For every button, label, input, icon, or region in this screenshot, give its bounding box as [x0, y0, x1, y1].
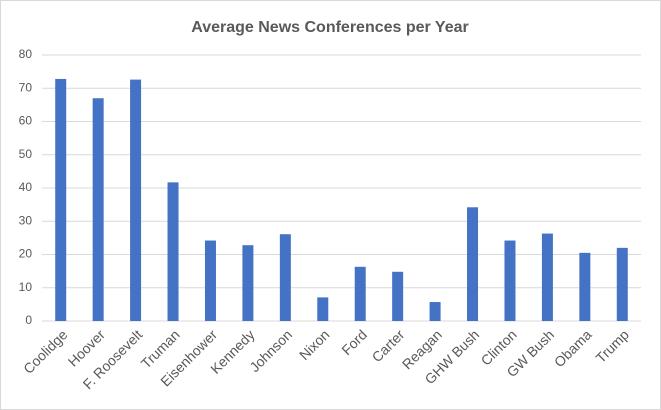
bar [467, 207, 479, 321]
y-tick-label: 60 [19, 114, 33, 128]
y-tick-label: 10 [19, 280, 33, 294]
bar [504, 240, 516, 321]
bar [130, 79, 142, 321]
bar [579, 252, 591, 321]
bar [92, 98, 104, 321]
y-tick-label: 40 [19, 180, 33, 194]
bar [616, 247, 628, 321]
y-tick-label: 20 [19, 247, 33, 261]
bar [55, 78, 67, 321]
bar [204, 240, 216, 321]
bar [392, 271, 404, 321]
bar [279, 234, 291, 321]
chart-title: Average News Conferences per Year [191, 19, 468, 36]
y-tick-label: 80 [19, 47, 33, 61]
bar [541, 233, 553, 321]
bar [317, 297, 329, 321]
y-tick-label: 30 [19, 213, 33, 227]
y-tick-label: 70 [19, 80, 33, 94]
y-tick-label: 0 [25, 313, 32, 327]
y-tick-label: 50 [19, 147, 33, 161]
bar [429, 302, 441, 321]
bar [167, 182, 179, 321]
bar [354, 266, 366, 321]
bar [242, 245, 254, 321]
